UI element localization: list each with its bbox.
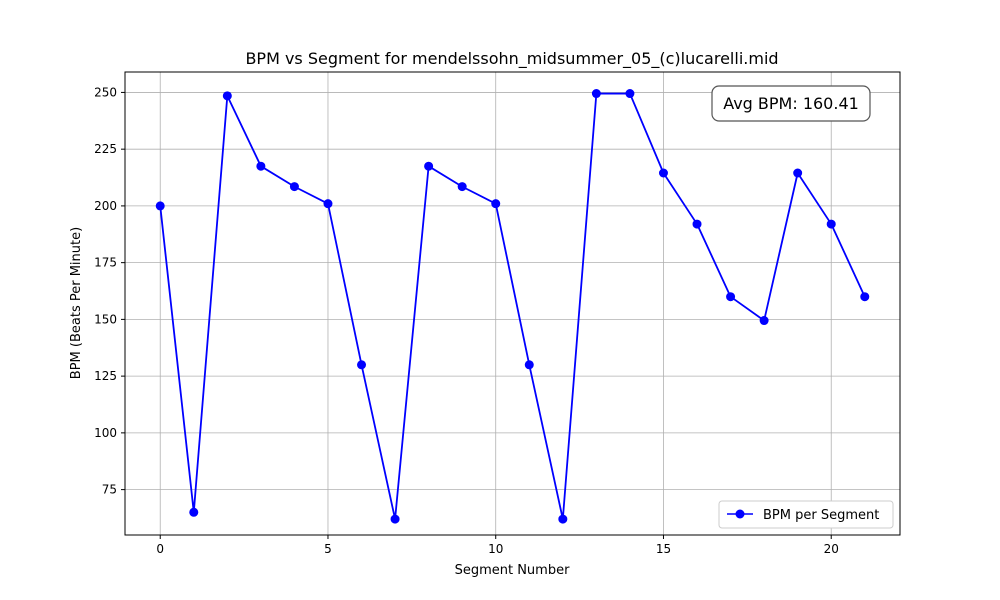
grid (125, 72, 900, 535)
series-line (159, 92, 866, 521)
data-point (658, 168, 668, 178)
data-point (390, 514, 400, 524)
data-point (256, 161, 266, 171)
data-point (625, 89, 635, 99)
data-point (289, 182, 299, 192)
x-tick-label: 5 (324, 542, 332, 556)
y-tick-label: 175 (94, 256, 117, 270)
y-tick-label: 150 (94, 312, 117, 326)
legend: BPM per Segment (718, 500, 894, 529)
avg-bpm-annotation: Avg BPM: 160.41 (711, 85, 871, 122)
data-point (222, 91, 232, 101)
x-tick-label: 0 (156, 542, 164, 556)
data-point (524, 360, 534, 370)
chart-title: BPM vs Segment for mendelssohn_midsummer… (245, 49, 778, 69)
series-layer (155, 89, 870, 524)
data-point (491, 199, 501, 209)
legend-box (718, 500, 894, 529)
data-point (155, 201, 165, 211)
x-axis-label: Segment Number (455, 563, 571, 578)
y-axis-label: BPM (Beats Per Minute) (69, 227, 84, 379)
y-tick-label: 250 (94, 85, 117, 99)
data-point (424, 161, 434, 171)
x-tick-label: 15 (656, 542, 671, 556)
data-point (357, 360, 367, 370)
x-tick-label: 20 (824, 542, 839, 556)
axis-ticks: 0 5 10 15 20 75 100 125 150 175 200 225 250 (94, 85, 839, 556)
x-tick-label: 10 (488, 542, 503, 556)
data-point (323, 199, 333, 209)
data-point (457, 182, 467, 192)
y-tick-label: 225 (94, 142, 117, 156)
data-point (860, 292, 870, 302)
data-point (189, 507, 199, 517)
data-point (692, 219, 702, 229)
data-point (759, 316, 769, 326)
plot-area-frame (124, 71, 901, 536)
legend-label: BPM per Segment (763, 508, 879, 523)
y-tick-label: 100 (94, 426, 117, 440)
data-point (826, 219, 836, 229)
data-point (558, 514, 568, 524)
data-point (793, 168, 803, 178)
data-point (591, 89, 601, 99)
y-tick-label: 125 (94, 369, 117, 383)
legend-marker-swatch (735, 509, 745, 519)
avg-bpm-box (711, 85, 871, 122)
data-point (726, 292, 736, 302)
y-tick-label: 200 (94, 199, 117, 213)
avg-bpm-text: Avg BPM: 160.41 (723, 94, 859, 113)
y-tick-label: 75 (102, 483, 117, 497)
